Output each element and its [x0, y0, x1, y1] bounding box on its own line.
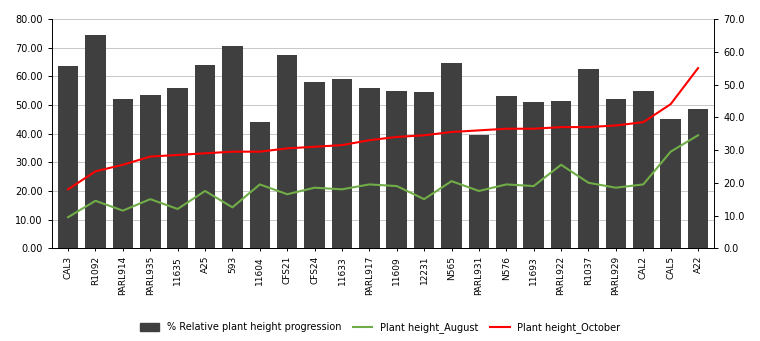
Bar	[140, 95, 160, 248]
Bar	[688, 109, 708, 248]
Bar	[633, 91, 654, 248]
Bar	[195, 65, 215, 248]
Bar	[249, 122, 270, 248]
Bar	[551, 101, 572, 248]
Bar	[222, 46, 242, 248]
Bar	[277, 55, 297, 248]
Bar	[331, 79, 352, 248]
Bar	[359, 88, 380, 248]
Bar	[442, 63, 462, 248]
Legend: % Relative plant height progression, Plant height_August, Plant height_October: % Relative plant height progression, Pla…	[137, 320, 623, 336]
Bar	[167, 88, 188, 248]
Bar	[660, 119, 681, 248]
Bar	[387, 91, 407, 248]
Bar	[112, 99, 133, 248]
Bar	[606, 99, 626, 248]
Bar	[578, 69, 599, 248]
Bar	[496, 97, 517, 248]
Bar	[414, 92, 435, 248]
Bar	[85, 35, 106, 248]
Bar	[304, 82, 325, 248]
Bar	[524, 102, 544, 248]
Bar	[469, 135, 489, 248]
Bar	[58, 66, 78, 248]
